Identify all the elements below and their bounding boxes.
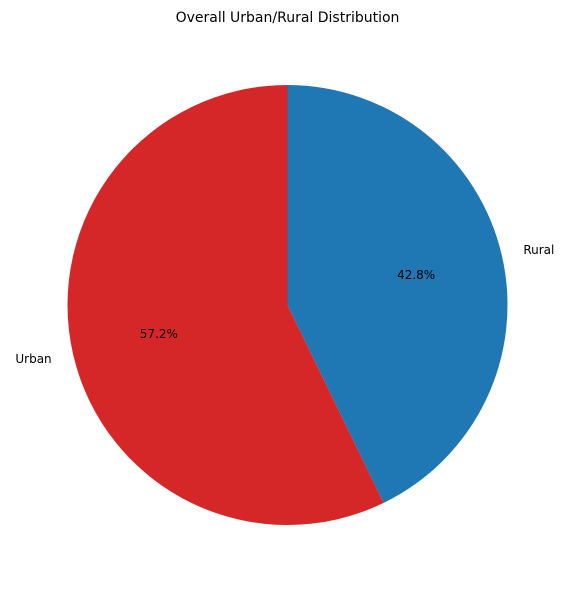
pie-slice-rural [287, 85, 508, 503]
pie-slices [67, 85, 508, 525]
slice-label-rural: Rural [523, 243, 554, 257]
slice-percent-rural: 42.8% [397, 268, 435, 282]
pie-labels: Rural 42.8% Urban 57.2% [15, 243, 554, 366]
pie-slice-urban [67, 85, 384, 525]
slice-label-urban: Urban [15, 352, 51, 366]
chart-title: Overall Urban/Rural Distribution [176, 10, 400, 26]
slice-percent-urban: 57.2% [140, 327, 178, 341]
